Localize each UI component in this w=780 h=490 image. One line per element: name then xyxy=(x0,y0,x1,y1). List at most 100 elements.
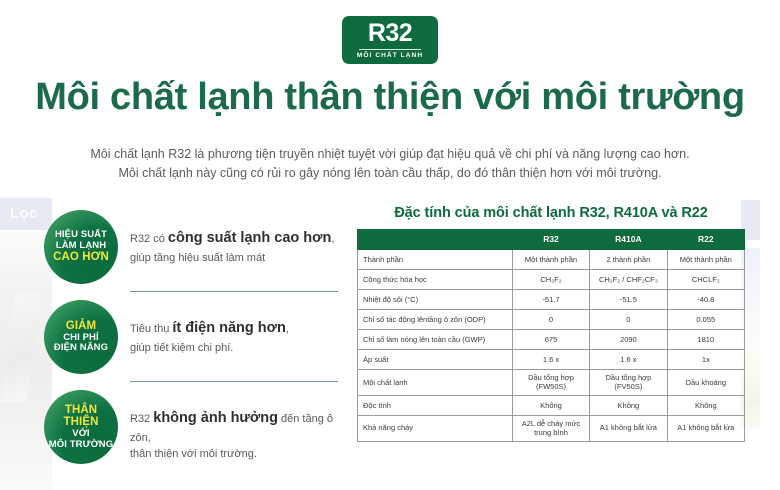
row-label: Chỉ số tác động lêntầng ô zôn (ODP) xyxy=(357,309,513,330)
row-value-r22: -40.8 xyxy=(666,289,746,310)
badge-line-2: LÀM LẠNH xyxy=(55,239,107,251)
feature-bold: ít điện năng hơn xyxy=(172,320,286,336)
badge-line-1: GIẢM xyxy=(65,319,97,332)
table-header-blank xyxy=(357,229,513,250)
feature-prefix: R32 có xyxy=(130,233,168,245)
row-value-r32: Không xyxy=(511,394,591,416)
feature-item-cooling-performance: HIỆU SUẤT LÀM LẠNH CAO HƠN R32 có công s… xyxy=(44,210,344,300)
logo-container: R32 MÔI CHẤT LẠNH xyxy=(0,16,780,64)
row-value-r32: -51.7 xyxy=(511,289,591,310)
feature-suffix: , xyxy=(285,323,289,335)
badge-line-1: THÂN THIỆN xyxy=(63,403,99,429)
feature-list: HIỆU SUẤT LÀM LẠNH CAO HƠN R32 có công s… xyxy=(44,210,344,468)
row-value-r22: Dầu khoáng xyxy=(666,369,746,396)
badge-line-2: VỚI xyxy=(72,428,90,440)
row-label: Khả năng cháy xyxy=(357,414,513,442)
row-value-r410a: Không xyxy=(589,394,668,416)
logo-subtitle: MÔI CHẤT LẠNH xyxy=(356,52,424,60)
page-title: Môi chất lạnh thân thiện với môi trường xyxy=(35,76,745,118)
badge-line-3: ĐIỆN NĂNG xyxy=(53,342,109,354)
row-value-r410a: 2 thành phần xyxy=(589,249,668,270)
row-label: Chỉ số làm nóng lên toàn cầu (GWP) xyxy=(357,329,513,350)
row-label: Áp suất xyxy=(357,349,513,370)
intro-line-2: Môi chất lạnh này cũng có rủi ro gây nón… xyxy=(118,166,662,181)
table-header-r32: R32 xyxy=(511,229,591,250)
row-value-r22: 1x xyxy=(666,349,746,370)
table-row: Thành phần Một thành phần 2 thành phần M… xyxy=(357,249,746,270)
row-value-r32: Một thành phần xyxy=(511,249,591,270)
intro-line-1: Môi chất lạnh R32 là phương tiện truyền … xyxy=(90,147,690,161)
table-row: Môi chất lạnh Dầu tổng hợp (FW50S) Dầu t… xyxy=(357,369,746,396)
feature-bold: không ảnh hưởng xyxy=(153,410,278,426)
logo-divider xyxy=(359,49,421,51)
table-row: Áp suất 1.6 x 1.6 x 1x xyxy=(357,349,746,370)
spec-table-title: Đặc tính của môi chất lạnh R32, R410A và… xyxy=(394,205,708,221)
row-value-r410a: -51.5 xyxy=(589,289,668,310)
feature-divider xyxy=(130,290,338,292)
feature-item-energy-cost: GIẢM CHI PHÍ ĐIỆN NĂNG Tiêu thụ ít điện … xyxy=(44,300,344,390)
filter-label: Lọc xyxy=(10,205,38,222)
badge-eco-friendly: THÂN THIỆN VỚI MÔI TRƯỜNG xyxy=(44,390,118,464)
left-edge-strip xyxy=(0,198,52,230)
badge-line-1: HIỆU SUẤT xyxy=(54,228,108,240)
badge-line-3: MÔI TRƯỜNG xyxy=(48,438,114,450)
feature-text-energy-cost: Tiêu thụ ít điện năng hơn, giúp tiết kiệ… xyxy=(130,300,289,356)
row-value-r32: Dầu tổng hợp (FW50S) xyxy=(511,369,591,396)
table-row: Khả năng cháy A2L dễ cháy mức trung bình… xyxy=(357,414,746,442)
r32-logo: R32 MÔI CHẤT LẠNH xyxy=(342,16,438,64)
spec-table: R32 R410A R22 Thành phần Một thành phần … xyxy=(357,229,746,442)
badge-line-2: CHI PHÍ xyxy=(63,331,99,343)
table-header-r410a: R410A xyxy=(589,229,668,250)
feature-line-2: thân thiện với môi trường. xyxy=(130,448,257,461)
feature-divider xyxy=(130,380,338,382)
row-value-r32: 0 xyxy=(511,309,591,330)
feature-line-2: giúp tăng hiệu suất làm mát xyxy=(130,251,266,264)
row-value-r410a: CH₂F₂ / CHF₂CF₃ xyxy=(589,269,668,290)
row-label: Thành phần xyxy=(357,249,513,270)
table-header-row: R32 R410A R22 xyxy=(357,229,746,250)
feature-line-1: R32 có công suất lạnh cao hơn, xyxy=(130,228,334,250)
badge-line-3: CAO HƠN xyxy=(53,251,109,264)
feature-suffix: , xyxy=(331,233,335,245)
row-value-r32: CH₂F₂ xyxy=(511,269,591,290)
row-value-r22: A1 không bắt lửa xyxy=(666,414,746,442)
feature-line-1: Tiêu thụ ít điện năng hơn, xyxy=(130,318,289,340)
feature-prefix: R32 xyxy=(130,413,154,425)
badge-cooling-performance: HIỆU SUẤT LÀM LẠNH CAO HƠN xyxy=(44,210,118,284)
badge-energy-cost: GIẢM CHI PHÍ ĐIỆN NĂNG xyxy=(44,300,118,374)
table-row: Chỉ số tác động lêntầng ô zôn (ODP) 0 0 … xyxy=(357,309,746,330)
row-label: Công thức hóa học xyxy=(357,269,513,290)
row-value-r22: 0.055 xyxy=(666,309,746,330)
feature-suffix: đến tầng ô zôn, xyxy=(130,413,334,444)
right-edge-strip-upper xyxy=(741,200,760,240)
row-value-r410a: 0 xyxy=(589,309,668,330)
row-label: Nhiệt độ sôi (°C) xyxy=(357,289,513,310)
left-edge-photo-fragment xyxy=(0,232,52,490)
row-value-r22: Một thành phần xyxy=(666,249,746,270)
feature-bold: công suất lạnh cao hơn xyxy=(167,230,332,246)
row-value-r22: CHCLF₂ xyxy=(666,269,746,290)
row-label: Môi chất lạnh xyxy=(357,369,513,396)
row-value-r410a: Dầu tổng hợp (FV50S) xyxy=(589,369,668,396)
row-value-r22: 1810 xyxy=(666,329,746,350)
feature-text-eco-friendly: R32 không ảnh hưởng đến tầng ô zôn, thân… xyxy=(130,390,344,463)
table-row: Nhiệt độ sôi (°C) -51.7 -51.5 -40.8 xyxy=(357,289,746,310)
feature-line-2: giúp tiết kiệm chi phí. xyxy=(130,341,234,354)
spec-table-section: Đặc tính của môi chất lạnh R32, R410A và… xyxy=(357,205,746,442)
row-value-r410a: A1 không bắt lửa xyxy=(589,414,668,442)
row-value-r410a: 2090 xyxy=(589,329,668,350)
table-header-r22: R22 xyxy=(666,229,746,250)
row-value-r32: A2L dễ cháy mức trung bình xyxy=(511,414,591,442)
row-label: Độc tính xyxy=(357,394,513,416)
feature-line-1: R32 không ảnh hưởng đến tầng ô zôn, xyxy=(130,408,344,446)
table-row: Công thức hóa học CH₂F₂ CH₂F₂ / CHF₂CF₃ … xyxy=(357,269,746,290)
table-row: Độc tính Không Không Không xyxy=(357,394,746,416)
intro-paragraph: Môi chất lạnh R32 là phương tiện truyền … xyxy=(60,145,720,184)
row-value-r22: Không xyxy=(666,394,746,416)
table-row: Chỉ số làm nóng lên toàn cầu (GWP) 675 2… xyxy=(357,329,746,350)
feature-text-cooling-performance: R32 có công suất lạnh cao hơn, giúp tăng… xyxy=(130,210,334,266)
logo-title: R32 xyxy=(367,19,413,48)
feature-item-eco-friendly: THÂN THIỆN VỚI MÔI TRƯỜNG R32 không ảnh … xyxy=(44,390,344,468)
right-edge-strip-lower xyxy=(741,248,760,428)
feature-prefix: Tiêu thụ xyxy=(130,323,173,335)
